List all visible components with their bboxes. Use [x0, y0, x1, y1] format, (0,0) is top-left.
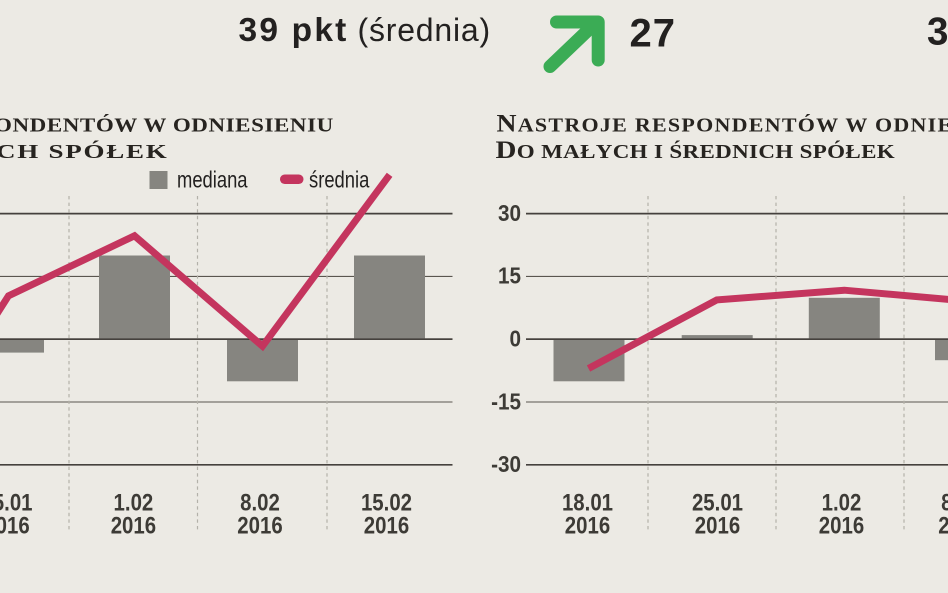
- svg-text:(średnia): (średnia): [358, 12, 491, 48]
- svg-text:1.02: 1.02: [822, 489, 862, 516]
- svg-text:8.02: 8.02: [941, 489, 948, 516]
- svg-text:DO MAŁYCH I ŚREDNICH SPÓŁEK: DO MAŁYCH I ŚREDNICH SPÓŁEK: [496, 136, 895, 164]
- svg-text:2016: 2016: [111, 512, 156, 539]
- svg-text:25.01: 25.01: [692, 489, 743, 516]
- svg-text:2016: 2016: [565, 512, 610, 539]
- svg-text:2016: 2016: [364, 512, 409, 539]
- svg-text:2016: 2016: [237, 512, 282, 539]
- svg-text:CH SPÓŁEK: CH SPÓŁEK: [0, 141, 169, 164]
- svg-text:15: 15: [498, 263, 521, 289]
- svg-text:mediana: mediana: [177, 168, 248, 193]
- svg-text:0: 0: [509, 325, 521, 351]
- svg-text:30: 30: [498, 200, 521, 226]
- svg-text:ONDENTÓW W ODNIESIENIU: ONDENTÓW W ODNIESIENIU: [0, 114, 334, 136]
- svg-text:39 pkt: 39 pkt: [239, 12, 349, 49]
- svg-text:25.01: 25.01: [0, 489, 33, 516]
- svg-text:2016: 2016: [938, 512, 948, 539]
- svg-text:27: 27: [630, 12, 677, 56]
- svg-text:1.02: 1.02: [114, 489, 154, 516]
- svg-text:2016: 2016: [819, 512, 864, 539]
- svg-text:2016: 2016: [0, 512, 30, 539]
- svg-text:15.02: 15.02: [361, 489, 412, 516]
- svg-text:-15: -15: [491, 388, 521, 414]
- svg-text:-30: -30: [491, 451, 521, 477]
- svg-text:18.01: 18.01: [562, 489, 613, 516]
- svg-text:8.02: 8.02: [240, 489, 280, 516]
- svg-text:średnia: średnia: [309, 168, 370, 193]
- svg-text:2016: 2016: [695, 512, 740, 539]
- svg-text:NASTROJE RESPONDENTÓW W ODNIES: NASTROJE RESPONDENTÓW W ODNIESIENIU: [497, 109, 948, 138]
- svg-text:39: 39: [927, 10, 948, 53]
